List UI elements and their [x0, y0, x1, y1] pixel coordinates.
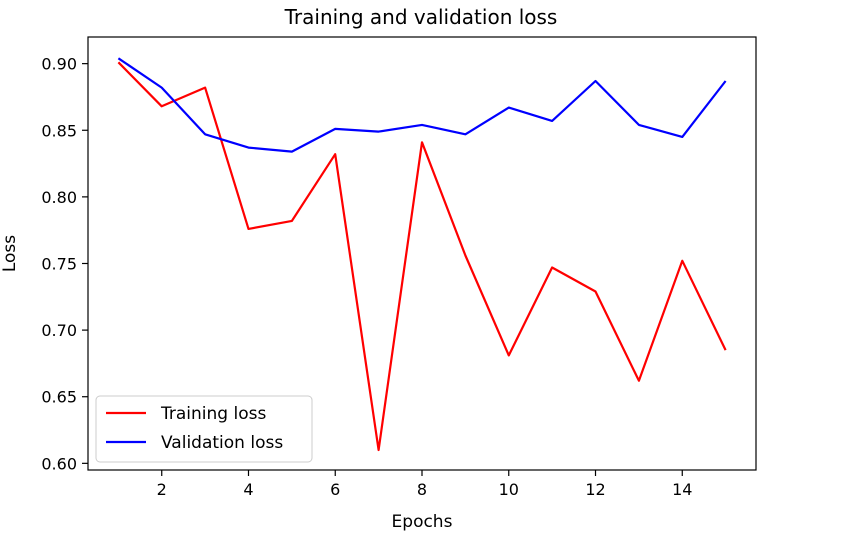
- chart-title: Training and validation loss: [284, 5, 558, 29]
- x-tick-label: 10: [499, 480, 519, 499]
- x-axis-label: Epochs: [392, 512, 453, 532]
- y-tick-label: 0.60: [41, 454, 77, 473]
- y-tick-label: 0.80: [41, 188, 77, 207]
- y-tick-label: 0.65: [41, 388, 77, 407]
- y-axis-label: Loss: [0, 235, 20, 272]
- legend-label: Training loss: [160, 404, 266, 424]
- x-axis: 2 4 6 8 10 12 14: [157, 470, 692, 499]
- y-tick-label: 0.70: [41, 321, 77, 340]
- series-line-validation-loss: [117, 57, 727, 153]
- x-tick-label: 6: [330, 480, 340, 499]
- y-tick-label: 0.85: [41, 121, 77, 140]
- series-line-training-loss: [117, 61, 727, 452]
- legend-box: [95, 395, 313, 463]
- x-tick-label: 12: [585, 480, 605, 499]
- series-layer: [117, 57, 727, 452]
- x-tick-label: 14: [672, 480, 692, 499]
- legend-label: Validation loss: [161, 433, 283, 453]
- legend: Training loss Validation loss: [95, 395, 313, 463]
- plot-frame: [87, 36, 757, 471]
- y-tick-label: 0.75: [41, 254, 77, 273]
- x-tick-label: 4: [243, 480, 253, 499]
- x-tick-label: 2: [157, 480, 167, 499]
- y-tick-label: 0.90: [41, 55, 77, 74]
- y-axis: 0.60 0.65 0.70 0.75 0.80 0.85 0.90: [41, 55, 88, 473]
- x-tick-label: 8: [417, 480, 427, 499]
